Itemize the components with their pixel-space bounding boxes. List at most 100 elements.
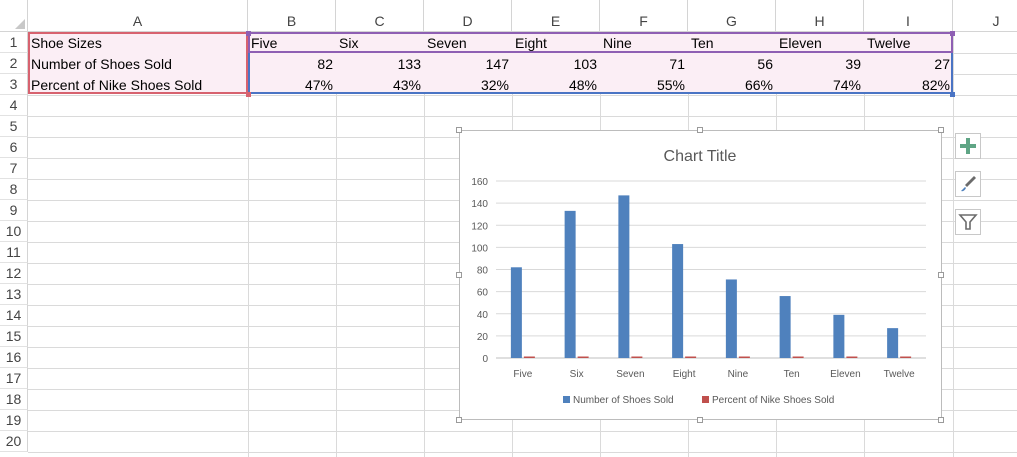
bar-percent-of-nike-shoes-sold[interactable]	[577, 356, 589, 359]
cell-i3[interactable]: 82%	[921, 77, 950, 93]
cell-d3[interactable]: 32%	[480, 77, 509, 93]
row-header-12[interactable]: 12	[0, 263, 28, 284]
chart-elements-button[interactable]	[955, 133, 981, 159]
cell-g1[interactable]: Ten	[691, 35, 714, 51]
cell-b1[interactable]: Five	[251, 35, 278, 51]
bar-percent-of-nike-shoes-sold[interactable]	[685, 356, 697, 359]
legend-label-percent-of-nike-shoes-sold[interactable]: Percent of Nike Shoes Sold	[712, 395, 834, 406]
add-element-icon	[960, 138, 976, 154]
chart-resize-handle[interactable]	[938, 417, 944, 423]
chart-resize-handle[interactable]	[697, 417, 703, 423]
row-header-1[interactable]: 1	[0, 32, 28, 53]
bar-number-of-shoes-sold[interactable]	[887, 328, 899, 358]
cell-i1[interactable]: Twelve	[867, 35, 911, 51]
cell-e1[interactable]: Eight	[515, 35, 547, 51]
cell-d2[interactable]: 147	[485, 56, 509, 72]
chart-filters-button[interactable]	[955, 209, 981, 235]
row-header-16[interactable]: 16	[0, 347, 28, 368]
y-tick-label: 80	[477, 266, 489, 277]
column-header-d[interactable]: D	[424, 0, 512, 32]
column-header-i[interactable]: I	[864, 0, 953, 32]
column-header-row	[0, 0, 1017, 32]
cell-f1[interactable]: Nine	[603, 35, 632, 51]
bar-number-of-shoes-sold[interactable]	[779, 296, 791, 358]
chart-resize-handle[interactable]	[938, 272, 944, 278]
cell-h2[interactable]: 39	[845, 56, 861, 72]
row-header-2[interactable]: 2	[0, 53, 28, 74]
cell-b2[interactable]: 82	[317, 56, 333, 72]
row-header-3[interactable]: 3	[0, 74, 28, 95]
bar-number-of-shoes-sold[interactable]	[725, 279, 737, 358]
row-header-8[interactable]: 8	[0, 179, 28, 200]
value-range-handle[interactable]	[950, 92, 955, 97]
gridline-vertical	[953, 32, 954, 457]
column-header-a[interactable]: A	[28, 0, 248, 32]
column-header-f[interactable]: F	[600, 0, 688, 32]
row-header-9[interactable]: 9	[0, 200, 28, 221]
cell-f3[interactable]: 55%	[656, 77, 685, 93]
cell-a1[interactable]: Shoe Sizes	[31, 35, 102, 51]
legend-label-number-of-shoes-sold[interactable]: Number of Shoes Sold	[573, 395, 674, 406]
cell-a2[interactable]: Number of Shoes Sold	[31, 56, 172, 72]
column-header-c[interactable]: C	[336, 0, 424, 32]
column-header-e[interactable]: E	[512, 0, 600, 32]
cell-c1[interactable]: Six	[339, 35, 359, 51]
category-range-handle-left[interactable]	[246, 31, 251, 36]
chart-resize-handle[interactable]	[456, 272, 462, 278]
cell-b3[interactable]: 47%	[304, 77, 333, 93]
cell-e3[interactable]: 48%	[568, 77, 597, 93]
column-header-j[interactable]: J	[953, 0, 1017, 32]
column-header-g[interactable]: G	[688, 0, 776, 32]
row-header-17[interactable]: 17	[0, 368, 28, 389]
cell-c2[interactable]: 133	[397, 56, 421, 72]
row-header-18[interactable]: 18	[0, 389, 28, 410]
chart-title[interactable]: Chart Title	[664, 148, 737, 165]
row-header-4[interactable]: 4	[0, 95, 28, 116]
row-header-11[interactable]: 11	[0, 242, 28, 263]
bar-number-of-shoes-sold[interactable]	[510, 267, 522, 358]
category-range-handle-right[interactable]	[950, 31, 955, 36]
bar-percent-of-nike-shoes-sold[interactable]	[523, 356, 535, 359]
row-header-7[interactable]: 7	[0, 158, 28, 179]
cell-d1[interactable]: Seven	[427, 35, 467, 51]
bar-number-of-shoes-sold[interactable]	[564, 210, 576, 358]
cell-a3[interactable]: Percent of Nike Shoes Sold	[31, 77, 203, 93]
chart-resize-handle[interactable]	[938, 127, 944, 133]
cell-h1[interactable]: Eleven	[779, 35, 822, 51]
bar-percent-of-nike-shoes-sold[interactable]	[846, 356, 858, 359]
row-header-15[interactable]: 15	[0, 326, 28, 347]
bar-percent-of-nike-shoes-sold[interactable]	[792, 356, 804, 359]
cell-f2[interactable]: 71	[669, 56, 685, 72]
select-all-corner[interactable]	[0, 0, 28, 32]
row-header-5[interactable]: 5	[0, 116, 28, 137]
row-header-10[interactable]: 10	[0, 221, 28, 242]
row-header-6[interactable]: 6	[0, 137, 28, 158]
row-header-13[interactable]: 13	[0, 284, 28, 305]
column-header-b[interactable]: B	[248, 0, 336, 32]
chart-styles-button[interactable]	[955, 171, 981, 197]
gridline-horizontal	[28, 452, 1017, 453]
bar-percent-of-nike-shoes-sold[interactable]	[631, 356, 643, 359]
bar-percent-of-nike-shoes-sold[interactable]	[900, 356, 912, 359]
chart-resize-handle[interactable]	[456, 127, 462, 133]
bar-percent-of-nike-shoes-sold[interactable]	[738, 356, 750, 359]
cell-e2[interactable]: 103	[573, 56, 597, 72]
chart-area[interactable]: Chart Title 0 20 40 60 80 100 120 140 160 Five Six S…	[459, 130, 942, 420]
y-tick-label: 100	[471, 243, 488, 254]
chart-resize-handle[interactable]	[697, 127, 703, 133]
row-header-19[interactable]: 19	[0, 410, 28, 431]
cell-h3[interactable]: 74%	[832, 77, 861, 93]
bar-number-of-shoes-sold[interactable]	[618, 195, 630, 358]
row-header-20[interactable]: 20	[0, 431, 28, 452]
bar-number-of-shoes-sold[interactable]	[672, 244, 684, 358]
column-header-h[interactable]: H	[776, 0, 864, 32]
row-header-14[interactable]: 14	[0, 305, 28, 326]
x-tick-label: Nine	[728, 369, 749, 380]
cell-g3[interactable]: 66%	[744, 77, 773, 93]
chart-resize-handle[interactable]	[456, 417, 462, 423]
bar-number-of-shoes-sold[interactable]	[833, 314, 845, 358]
series-name-range-handle[interactable]	[246, 92, 251, 97]
cell-i2[interactable]: 27	[934, 56, 950, 72]
cell-g2[interactable]: 56	[757, 56, 773, 72]
cell-c3[interactable]: 43%	[392, 77, 421, 93]
